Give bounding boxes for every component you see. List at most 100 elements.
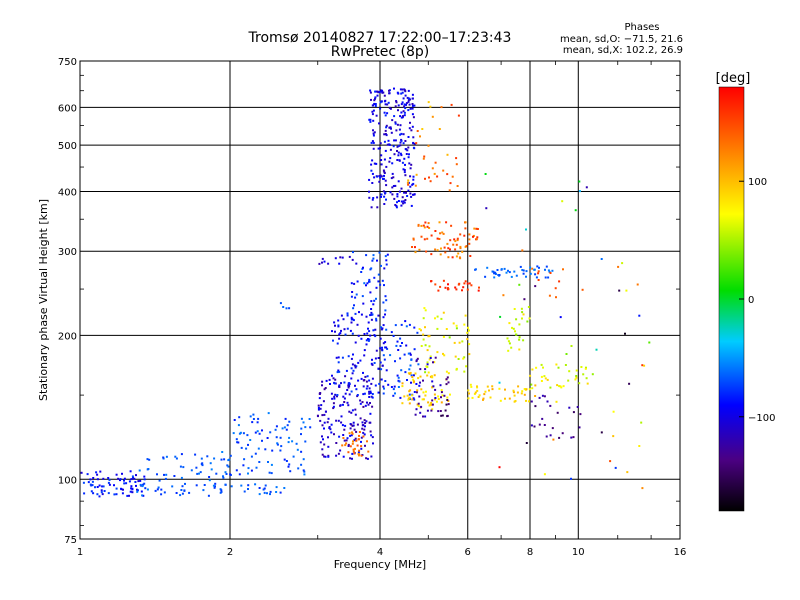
data-point	[582, 373, 585, 376]
data-point	[504, 388, 506, 391]
data-point	[369, 120, 372, 123]
data-point	[332, 405, 335, 408]
data-point	[363, 428, 366, 431]
data-point	[174, 455, 177, 458]
data-point	[370, 311, 373, 314]
data-point	[325, 379, 328, 382]
data-point	[369, 421, 372, 424]
data-point	[383, 158, 386, 161]
data-point	[369, 390, 372, 393]
data-point	[247, 488, 249, 490]
data-point	[370, 163, 373, 166]
data-point	[458, 341, 461, 344]
data-point	[333, 397, 336, 400]
data-point	[357, 361, 360, 364]
data-point	[358, 311, 360, 314]
data-point	[585, 186, 588, 189]
data-point	[491, 388, 494, 391]
data-point	[202, 489, 205, 492]
data-point	[210, 468, 213, 471]
data-point	[443, 354, 446, 357]
data-point	[146, 458, 149, 461]
data-point	[400, 132, 403, 135]
data-point	[330, 423, 333, 426]
data-point	[347, 404, 350, 407]
data-point	[175, 492, 178, 494]
data-point	[443, 394, 446, 397]
colorbar-tick-label: −100	[748, 413, 775, 424]
data-point	[394, 392, 396, 395]
data-point	[133, 477, 136, 480]
data-point	[379, 142, 382, 145]
x-tick-label: 10	[572, 547, 585, 558]
data-point	[426, 374, 429, 377]
data-point	[427, 101, 430, 104]
data-point	[354, 413, 357, 416]
data-point	[398, 190, 401, 193]
data-point	[401, 342, 403, 344]
data-point	[525, 270, 528, 273]
data-point	[440, 247, 442, 250]
data-point	[466, 288, 469, 291]
data-point	[421, 398, 424, 401]
data-point	[402, 168, 405, 171]
data-point	[407, 109, 410, 112]
data-point	[352, 319, 355, 322]
data-point	[383, 267, 386, 270]
data-point	[276, 442, 279, 445]
data-point	[354, 312, 357, 315]
data-point	[407, 189, 410, 192]
data-point	[323, 260, 326, 263]
data-point	[385, 134, 388, 137]
data-point	[419, 375, 422, 378]
data-point	[404, 174, 407, 177]
data-point	[445, 221, 448, 224]
data-point	[368, 392, 371, 395]
data-point	[225, 473, 228, 475]
data-point	[366, 401, 368, 404]
data-point	[434, 248, 437, 251]
data-point	[351, 318, 354, 321]
data-point	[406, 181, 409, 184]
data-point	[132, 476, 134, 479]
data-point	[375, 114, 378, 117]
data-point	[264, 448, 267, 451]
data-point	[368, 280, 371, 283]
data-point	[267, 412, 270, 415]
data-point	[247, 472, 249, 475]
data-point	[404, 371, 407, 374]
data-point	[575, 369, 578, 372]
data-point	[83, 492, 86, 495]
data-point	[394, 139, 397, 142]
data-point	[426, 225, 429, 228]
data-point	[420, 329, 422, 332]
data-point	[543, 375, 546, 378]
data-point	[527, 400, 530, 403]
data-point	[433, 172, 436, 175]
data-point	[352, 307, 355, 310]
data-point	[382, 342, 385, 345]
data-point	[394, 360, 396, 363]
data-point	[502, 294, 505, 297]
data-point	[461, 250, 464, 253]
data-point	[392, 394, 395, 397]
data-point	[624, 332, 626, 335]
data-point	[412, 178, 415, 181]
data-point	[349, 445, 352, 448]
data-point	[551, 427, 554, 430]
data-point	[415, 173, 418, 176]
data-point	[522, 339, 525, 342]
data-point	[201, 464, 204, 467]
stats-x-mode: mean, sd,X: 102.2, 26.9	[563, 45, 683, 56]
data-point	[515, 333, 518, 336]
data-point	[92, 492, 95, 495]
data-point	[463, 234, 466, 237]
data-point	[240, 446, 243, 449]
data-point	[349, 434, 352, 437]
data-point	[383, 203, 386, 205]
data-point	[371, 113, 374, 116]
data-point	[372, 442, 374, 445]
data-point	[424, 177, 426, 180]
data-point	[419, 411, 422, 414]
data-point	[373, 334, 376, 337]
